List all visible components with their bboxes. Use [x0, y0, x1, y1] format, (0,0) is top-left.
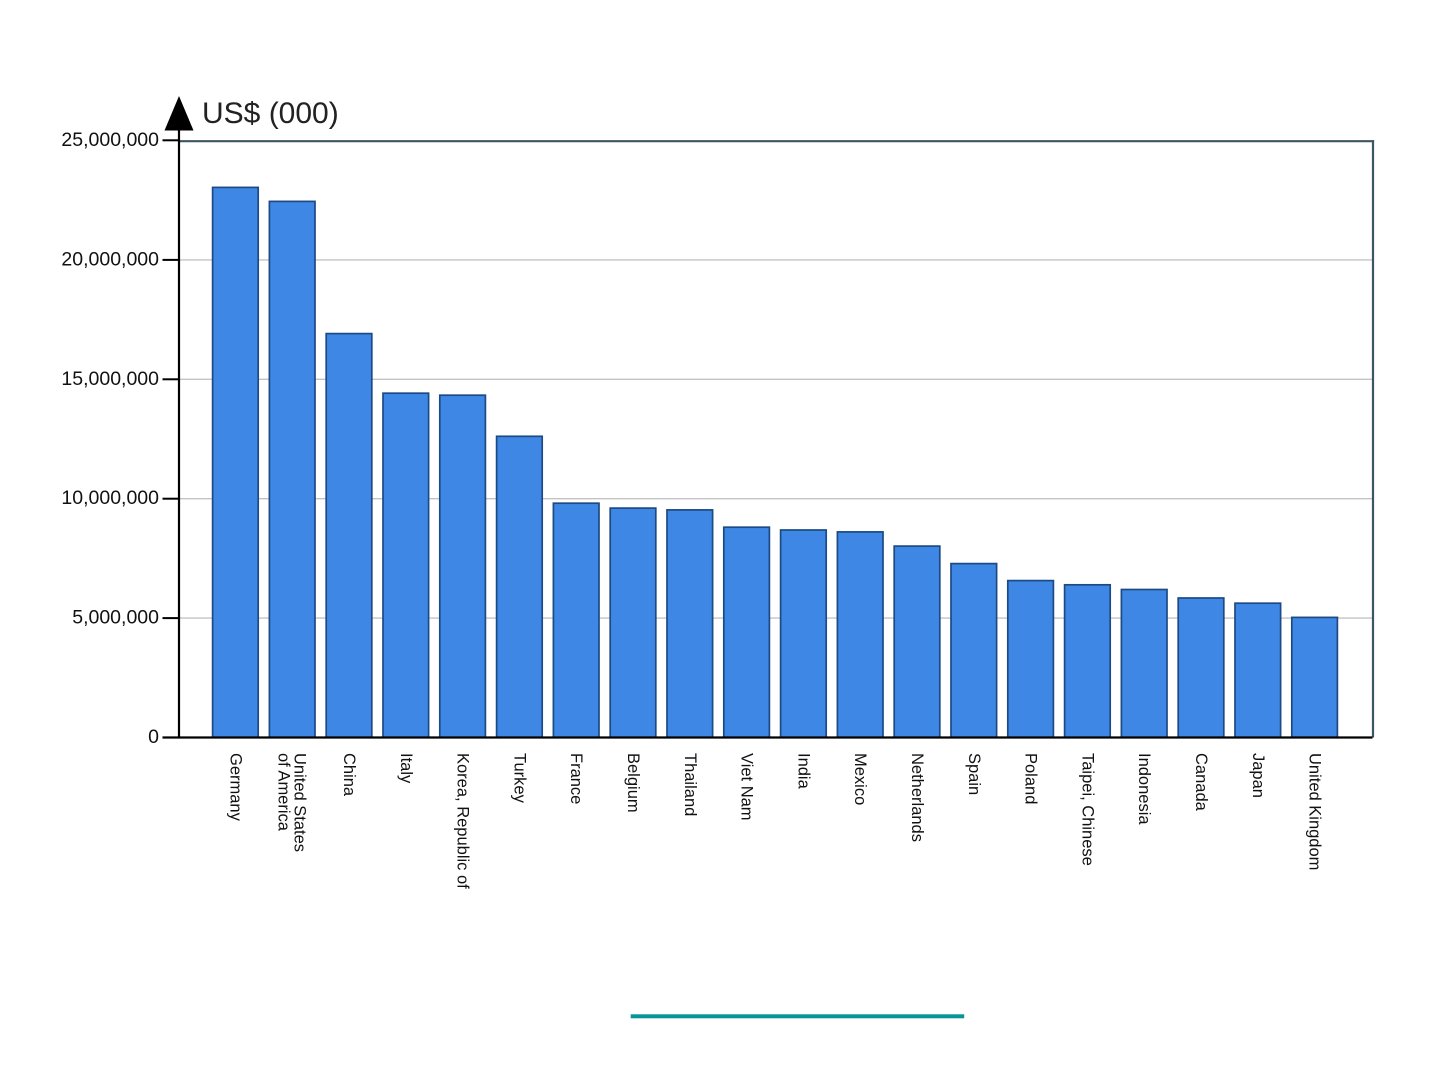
svg-text:US$ (000): US$ (000)	[202, 97, 339, 130]
svg-text:United Kingdom: United Kingdom	[1306, 753, 1324, 870]
svg-text:20,000,000: 20,000,000	[61, 248, 159, 270]
svg-text:Netherlands: Netherlands	[908, 753, 926, 842]
svg-text:Taipei, Chinese: Taipei, Chinese	[1078, 753, 1096, 866]
svg-text:Indonesia: Indonesia	[1135, 753, 1153, 825]
svg-text:15,000,000: 15,000,000	[61, 368, 159, 390]
svg-text:Japan: Japan	[1249, 753, 1267, 798]
svg-text:Belgium: Belgium	[624, 753, 642, 813]
svg-text:France: France	[567, 753, 585, 804]
svg-text:of America: of America	[275, 753, 293, 832]
svg-text:Germany: Germany	[226, 753, 244, 822]
svg-text:Turkey: Turkey	[510, 753, 528, 804]
svg-text:0: 0	[148, 726, 159, 748]
svg-text:5,000,000: 5,000,000	[72, 607, 159, 629]
svg-text:India: India	[794, 753, 812, 790]
svg-text:Poland: Poland	[1022, 753, 1040, 804]
svg-text:United States: United States	[291, 753, 309, 852]
svg-text:Mexico: Mexico	[851, 753, 869, 805]
svg-text:Viet Nam: Viet Nam	[738, 753, 756, 821]
svg-text:Italy: Italy	[397, 753, 415, 784]
svg-text:China: China	[340, 753, 358, 797]
svg-text:Spain: Spain	[965, 753, 983, 795]
svg-text:Korea, Republic of: Korea, Republic of	[454, 753, 472, 889]
svg-text:Thailand: Thailand	[681, 753, 699, 816]
svg-text:Canada: Canada	[1192, 753, 1210, 812]
svg-text:10,000,000: 10,000,000	[61, 487, 159, 509]
svg-text:25,000,000: 25,000,000	[61, 129, 159, 151]
